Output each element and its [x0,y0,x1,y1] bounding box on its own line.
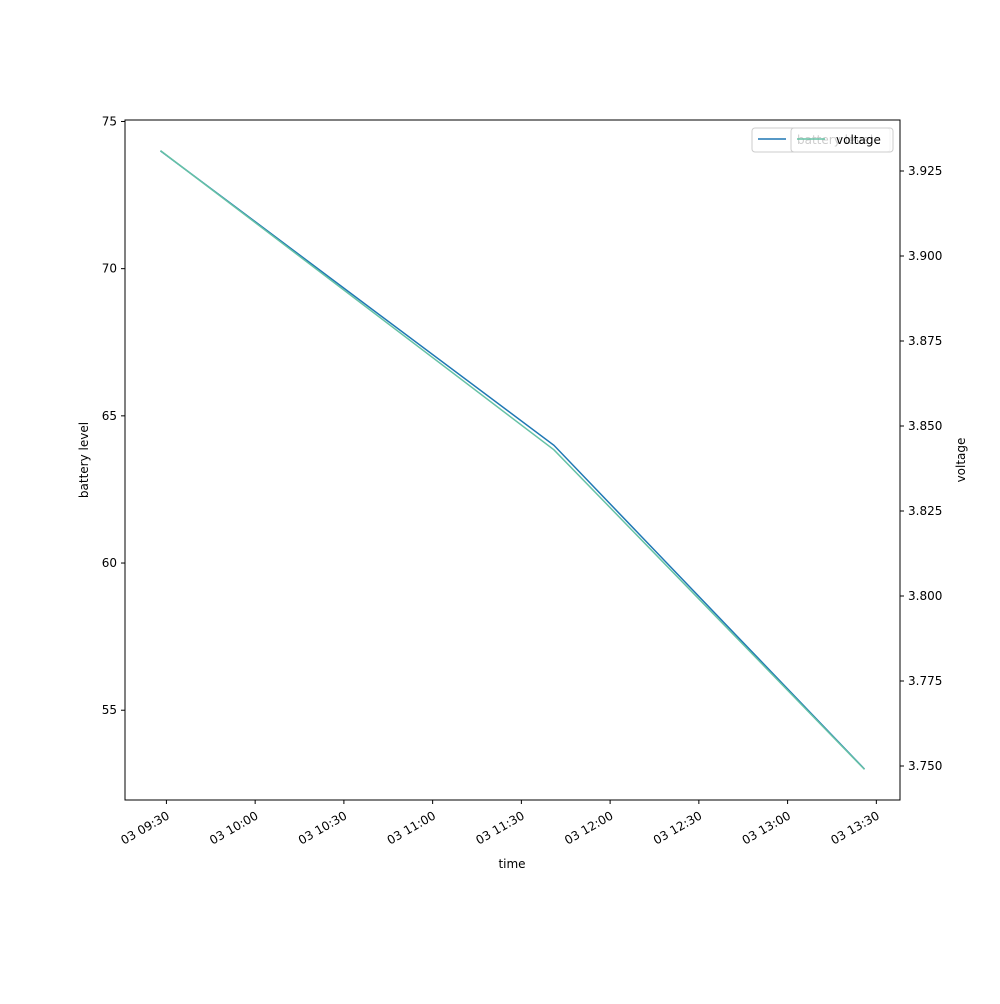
legend-box [790,127,894,153]
y2-tick-label: 3.775 [908,674,942,688]
y2-tick-label: 3.925 [908,164,942,178]
y-tick-label: 60 [102,556,117,570]
y-tick-label: 65 [102,409,117,423]
y2-tick-label: 3.900 [908,249,942,263]
line-series [160,150,866,770]
y2-tick-label: 3.800 [908,589,942,603]
legend: voltage [790,127,894,153]
y2-tick-label: 3.825 [908,504,942,518]
legend-label: voltage [836,133,881,147]
y-tick-label: 55 [102,703,117,717]
y2-tick-label: 3.750 [908,759,942,773]
y2-tick-label: 3.850 [908,419,942,433]
y2-axis-label: voltage [954,438,968,483]
x-axis-label: time [498,857,525,871]
line-series [160,150,866,770]
y-axis-label: battery level [77,422,91,498]
y-tick-label: 70 [102,262,117,276]
plot-frame [124,119,901,801]
y-tick-label: 75 [102,114,117,128]
y2-tick-label: 3.875 [908,334,942,348]
